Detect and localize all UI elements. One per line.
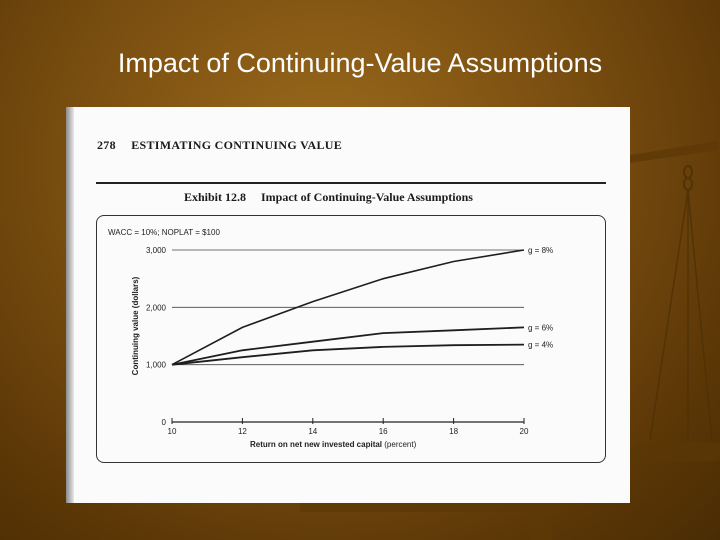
axes	[171, 418, 525, 424]
y-tick-label: 2,000	[146, 303, 167, 312]
x-tick-label: 10	[168, 427, 177, 436]
page-header: 278 ESTIMATING CONTINUING VALUE	[97, 138, 342, 153]
series-label-3: g = 4%	[528, 341, 553, 350]
x-tick-label: 14	[308, 427, 317, 436]
y-tick-label: 0	[162, 418, 167, 427]
x-tick-label: 18	[449, 427, 458, 436]
y-tick-label: 3,000	[146, 246, 167, 255]
slide-title: Impact of Continuing-Value Assumptions	[117, 48, 603, 78]
chart-assumptions: WACC = 10%; NOPLAT = $100	[108, 228, 220, 237]
x-tick-label: 16	[379, 427, 388, 436]
scan-edge-shadow	[66, 107, 74, 503]
series-line-2	[171, 326, 525, 366]
exhibit-heading: Exhibit 12.8 Impact of Continuing-Value …	[184, 190, 473, 205]
series-line-3	[171, 343, 525, 366]
x-axis-title: Return on net new invested capital (perc…	[250, 440, 417, 449]
scanned-page	[66, 107, 630, 503]
exhibit-title: Impact of Continuing-Value Assumptions	[261, 190, 473, 204]
header-rule	[96, 182, 606, 184]
page-number: 278	[97, 138, 116, 152]
y-axis-title: Continuing value (dollars)	[131, 276, 140, 375]
chart-frame	[96, 215, 606, 463]
series-line-1	[171, 249, 525, 366]
series-label-2: g = 6%	[528, 323, 553, 332]
y-tick-label: 1,000	[146, 361, 167, 370]
x-axis-unit: (percent)	[384, 440, 416, 449]
exhibit-label: Exhibit 12.8	[184, 190, 247, 204]
gridlines	[172, 249, 524, 366]
x-tick-label: 20	[520, 427, 529, 436]
series-label-1: g = 8%	[528, 246, 553, 255]
x-tick-label: 12	[238, 427, 247, 436]
section-title: ESTIMATING CONTINUING VALUE	[131, 138, 343, 152]
labels: 0 1,000 2,000 3,000 10 12 14 16 18 20 Return on ne…	[131, 246, 553, 449]
series-lines	[171, 249, 525, 366]
